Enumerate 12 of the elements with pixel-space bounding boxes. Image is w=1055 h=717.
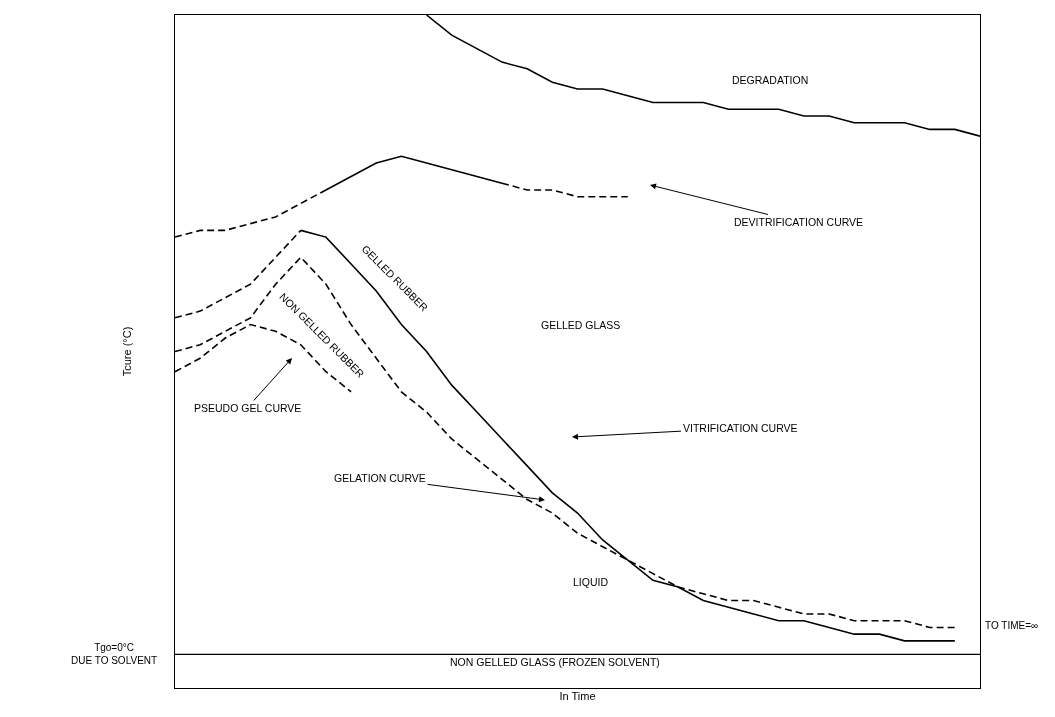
annotation: PSEUDO GEL CURVE — [194, 402, 302, 414]
annotation: VITRIFICATION CURVE — [683, 422, 798, 434]
annotation: DEGRADATION — [732, 74, 809, 86]
annotation: GELLED GLASS — [541, 319, 621, 331]
annotation: GELATION CURVE — [334, 472, 426, 484]
y-axis-title: Tcure (°C) — [120, 326, 133, 377]
x-axis-title: In Time — [559, 690, 596, 703]
annotation: LIQUID — [573, 576, 609, 588]
ref-line-label: Tgo=0°C DUE TO SOLVENT — [71, 642, 158, 666]
annotation: NON GELLED GLASS (FROZEN SOLVENT) — [450, 656, 660, 668]
text: TO TIME=∞ — [985, 620, 1039, 631]
annotation: DEVITRIFICATION CURVE — [734, 216, 864, 228]
